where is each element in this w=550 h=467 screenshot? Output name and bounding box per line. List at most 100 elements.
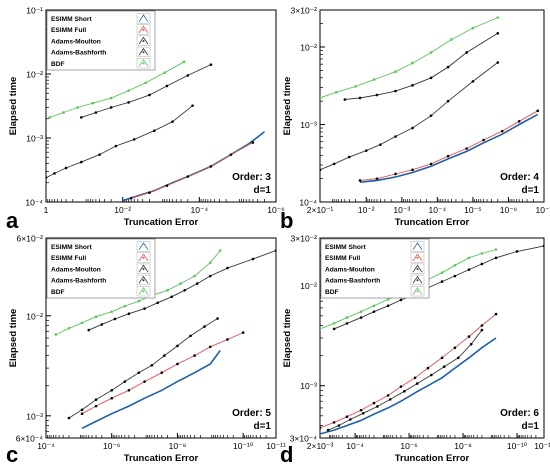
order-annotation: Order: 5	[232, 408, 271, 419]
series-line-adams-moulton	[46, 105, 193, 179]
data-point-adams-bashforth	[274, 249, 276, 252]
data-point-bdf	[429, 51, 433, 54]
data-point-adams-bashforth	[183, 288, 187, 292]
legend-swatch-esimm-short	[136, 241, 151, 252]
data-point-esimm-full	[429, 162, 433, 166]
order-annotation: Order: 4	[500, 172, 539, 183]
data-point-esimm-full	[453, 346, 457, 349]
data-point-adams-moulton	[46, 176, 48, 179]
data-point-esimm-full	[358, 179, 362, 182]
x-axis-title: Truncation Error	[395, 217, 470, 228]
data-point-bdf	[218, 249, 222, 252]
x-tick-label: 10⁻⁶	[500, 205, 517, 215]
legend-line-adams-moulton	[138, 36, 149, 45]
data-point-adams-moulton	[53, 172, 56, 175]
legend-line-adams-bashforth	[412, 275, 423, 284]
data-point-adams-moulton	[79, 160, 83, 164]
legend-swatch-esimm-short	[136, 13, 151, 24]
data-point-adams-bashforth	[186, 74, 190, 77]
legend-label-adams-moulton: Adams-Moulton	[325, 266, 375, 273]
data-point-adams-bashforth	[343, 98, 347, 101]
plot-area	[320, 16, 540, 183]
data-point-adams-moulton	[456, 356, 460, 360]
data-point-bdf	[127, 89, 130, 92]
data-point-bdf	[453, 264, 457, 267]
data-point-adams-bashforth	[100, 323, 104, 326]
series-line-bdf	[320, 17, 498, 99]
data-point-adams-bashforth	[496, 32, 500, 35]
data-point-bdf	[334, 91, 338, 94]
data-point-adams-moulton	[98, 153, 101, 156]
data-point-adams-moulton	[388, 398, 392, 401]
data-point-bdf	[110, 310, 114, 313]
dimension-annotation: d=1	[521, 185, 539, 196]
data-point-adams-moulton	[415, 382, 419, 385]
legend-line-bdf	[412, 287, 423, 295]
data-point-adams-moulton	[332, 162, 336, 166]
legend: ESIMM Short ESIMM Full Adams-Moulton Adams-…	[46, 10, 156, 71]
legend-marker-adams-moulton	[142, 40, 145, 42]
data-point-bdf	[182, 60, 186, 64]
data-point-bdf	[467, 256, 471, 260]
order-annotation: Order: 3	[232, 172, 271, 183]
data-point-adams-bashforth	[345, 322, 349, 325]
data-point-adams-bashforth	[386, 304, 390, 308]
legend-label-adams-moulton: Adams-Moulton	[51, 266, 101, 273]
data-point-bdf	[411, 61, 414, 65]
data-point-adams-bashforth	[399, 298, 403, 302]
data-point-adams-bashforth	[542, 244, 544, 248]
data-point-bdf	[123, 304, 127, 308]
data-point-adams-bashforth	[195, 282, 199, 285]
data-point-adams-moulton	[216, 317, 219, 320]
data-point-adams-bashforth	[453, 274, 457, 278]
data-point-adams-moulton	[469, 342, 473, 346]
data-point-bdf	[62, 111, 65, 114]
data-point-esimm-full	[426, 366, 430, 370]
x-axis-title: Truncation Error	[395, 453, 470, 464]
data-point-bdf	[386, 298, 390, 301]
x-tick-label: 10⁻⁴	[346, 441, 364, 451]
legend-label-esimm-full: ESIMM Full	[325, 255, 360, 262]
x-tick-label: 10⁻²	[114, 205, 131, 215]
data-point-bdf	[179, 282, 182, 285]
data-point-esimm-full	[467, 335, 471, 338]
data-point-adams-bashforth	[467, 268, 471, 271]
series-line-esimm-short	[359, 113, 539, 183]
data-point-adams-moulton	[337, 424, 341, 427]
data-point-adams-bashforth	[440, 280, 444, 283]
y-axis-title: Elapsed time	[8, 77, 19, 136]
x-tick-label: 10⁻³	[393, 205, 410, 215]
data-point-esimm-full	[165, 184, 169, 187]
legend-marker-adams-bashforth	[142, 51, 145, 54]
data-point-esimm-full	[399, 385, 403, 388]
data-point-bdf	[345, 316, 349, 319]
legend-label-adams-moulton: Adams-Moulton	[51, 38, 101, 45]
plot-frame	[45, 9, 277, 203]
data-point-adams-moulton	[110, 388, 114, 392]
data-point-esimm-full	[500, 129, 504, 133]
order-annotation: Order: 6	[500, 408, 539, 419]
x-tick-label: 10⁻⁶	[267, 205, 284, 215]
data-point-adams-moulton	[430, 373, 433, 377]
series-line-adams-moulton	[68, 318, 218, 419]
data-point-bdf	[54, 333, 58, 336]
data-point-esimm-full	[440, 356, 444, 360]
data-point-bdf	[494, 248, 498, 251]
data-point-adams-moulton	[123, 380, 127, 383]
data-point-bdf	[48, 116, 52, 119]
legend-line-bdf	[138, 59, 149, 67]
data-point-adams-moulton	[361, 411, 365, 415]
data-point-bdf	[91, 101, 95, 105]
y-tick-label: 10⁻²	[300, 281, 317, 291]
data-point-adams-bashforth	[127, 312, 131, 315]
data-point-bdf	[354, 85, 357, 88]
data-point-bdf	[320, 327, 322, 331]
x-tick-label: 10⁻⁸	[454, 441, 472, 451]
data-point-adams-moulton	[429, 114, 433, 117]
legend-label-adams-bashforth: Adams-Bashforth	[325, 278, 380, 285]
x-tick-label: 10⁻⁴	[37, 441, 55, 451]
x-tick-label: 10⁻⁶	[400, 441, 417, 451]
data-point-bdf	[372, 78, 376, 81]
data-point-esimm-full	[372, 401, 376, 405]
legend-label-esimm-full: ESIMM Full	[51, 27, 86, 34]
